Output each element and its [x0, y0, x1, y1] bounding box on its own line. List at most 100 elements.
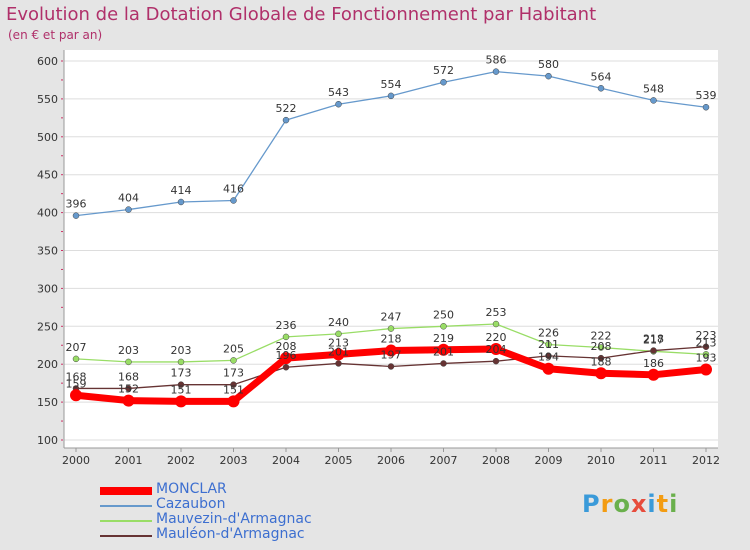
x-tick-label: 2000	[62, 454, 90, 467]
y-tick-label: 400	[37, 207, 58, 220]
data-point	[122, 394, 135, 407]
x-tick-label: 2011	[640, 454, 668, 467]
data-label: 236	[276, 319, 297, 332]
data-point	[440, 360, 447, 367]
logo-letter: r	[600, 490, 614, 518]
logo-letter: o	[613, 490, 631, 518]
data-point	[335, 360, 342, 367]
data-label: 226	[538, 326, 559, 339]
data-label: 196	[276, 349, 297, 362]
logo-letter: i	[647, 490, 657, 518]
data-label: 193	[696, 352, 717, 365]
x-tick-label: 2001	[115, 454, 143, 467]
y-tick-label: 150	[37, 396, 58, 409]
data-label: 151	[223, 383, 244, 396]
data-label: 222	[591, 330, 612, 343]
data-point	[545, 72, 552, 80]
data-label: 173	[223, 367, 244, 380]
data-point	[492, 357, 500, 365]
y-tick-label: 500	[37, 131, 58, 144]
data-point	[387, 325, 395, 332]
data-point	[702, 103, 710, 111]
data-point	[545, 341, 552, 348]
data-label: 208	[276, 340, 297, 353]
data-point	[650, 97, 657, 104]
data-point	[175, 395, 187, 408]
data-point	[72, 355, 80, 363]
data-label: 152	[118, 383, 139, 396]
data-point	[177, 358, 185, 366]
data-point	[280, 352, 292, 365]
data-label: 204	[486, 343, 507, 356]
data-point	[230, 381, 237, 388]
data-point	[387, 92, 395, 100]
legend-label: Mauvezin-d'Armagnac	[156, 511, 312, 527]
data-point	[700, 363, 712, 376]
data-label: 220	[486, 331, 507, 344]
x-tick-label: 2002	[167, 454, 195, 467]
data-label: 211	[538, 338, 559, 351]
x-tick-label: 2009	[535, 454, 563, 467]
data-label: 250	[433, 308, 454, 321]
data-point	[702, 343, 710, 351]
data-point	[650, 347, 657, 354]
data-label: 223	[696, 329, 717, 342]
x-tick-label: 2005	[325, 454, 353, 467]
data-point	[282, 116, 290, 124]
y-tick-label: 100	[37, 434, 58, 447]
data-label: 218	[643, 333, 664, 346]
data-point	[702, 351, 710, 358]
data-label: 173	[171, 367, 192, 380]
legend-swatch	[100, 520, 152, 522]
data-point	[492, 68, 500, 75]
data-label: 205	[223, 342, 244, 355]
data-label: 203	[118, 344, 139, 357]
data-point	[70, 389, 82, 402]
data-label: 247	[381, 311, 402, 324]
data-label: 151	[171, 383, 192, 396]
data-point	[597, 354, 605, 362]
y-tick-label: 350	[37, 245, 58, 258]
x-tick-label: 2007	[430, 454, 458, 467]
data-point	[125, 206, 132, 213]
data-point	[647, 368, 660, 381]
data-point	[490, 343, 502, 356]
data-point	[437, 343, 450, 356]
legend-label: MONCLAR	[156, 481, 227, 497]
logo-letter: x	[630, 490, 648, 518]
data-label: 586	[486, 54, 507, 67]
x-tick-label: 2003	[220, 454, 248, 467]
legend-swatch	[100, 535, 152, 537]
data-label: 213	[696, 336, 717, 349]
data-label: 194	[538, 351, 559, 364]
logo-letter: i	[669, 490, 679, 518]
x-tick-label: 2004	[272, 454, 300, 467]
data-point	[282, 363, 290, 371]
data-label: 543	[328, 86, 349, 99]
data-label: 240	[328, 316, 349, 329]
data-point	[597, 344, 605, 351]
data-point	[387, 363, 395, 370]
y-tick-label: 550	[37, 93, 58, 106]
y-tick-label: 450	[37, 169, 58, 182]
data-point	[282, 333, 290, 341]
data-label: 207	[66, 341, 87, 354]
legend-label: Cazaubon	[156, 496, 226, 512]
legend-swatch	[100, 487, 152, 495]
data-point	[177, 381, 185, 388]
data-point	[227, 395, 240, 408]
data-label: 218	[381, 333, 402, 346]
data-point	[332, 348, 345, 361]
x-tick-label: 2010	[587, 454, 615, 467]
data-label: 197	[381, 348, 402, 361]
data-point	[545, 352, 552, 360]
data-label: 219	[433, 332, 454, 345]
logo-letter: t	[656, 490, 670, 518]
data-label: 404	[118, 192, 139, 205]
data-point	[125, 385, 132, 392]
data-label: 564	[591, 70, 612, 83]
data-point	[230, 197, 237, 204]
data-point	[335, 330, 342, 338]
data-label: 539	[696, 89, 717, 102]
proxiti-logo: Proxiti	[582, 490, 678, 518]
